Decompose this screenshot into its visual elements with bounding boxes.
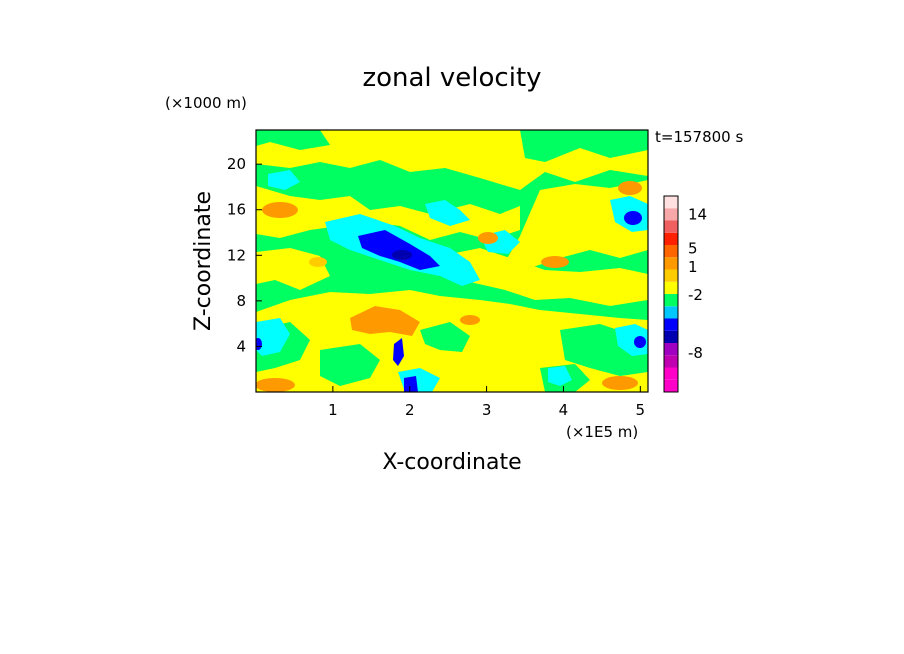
x-axis-ticks: 1 2 3 4 5 — [328, 386, 645, 419]
colorbar: 14 51 -2 -8 — [663, 195, 707, 393]
region-orange-right-upper — [618, 181, 642, 195]
region-cyan-bottom-right — [548, 366, 572, 386]
region-orange-right-mid — [541, 256, 569, 268]
region-darkblue-core — [392, 250, 412, 260]
region-green-lower-center — [420, 322, 470, 352]
region-orange-bottom-right — [602, 376, 638, 390]
region-orange-center-upper — [478, 232, 498, 244]
region-blue-right-lower — [634, 336, 646, 348]
colorbar-tick-label: 14 — [688, 205, 707, 223]
colorbar-swatch — [664, 196, 678, 209]
colorbar-swatch — [664, 208, 678, 221]
colorbar-tick-label: 5 — [688, 240, 698, 258]
region-orange-bottom-left — [256, 378, 295, 392]
region-top-right-green — [520, 130, 648, 162]
region-yellow-left-lower — [256, 248, 330, 290]
region-cyan-right-lower — [615, 324, 648, 356]
colorbar-swatch — [664, 245, 678, 258]
region-orange-left — [262, 202, 298, 218]
y-tick-label: 16 — [227, 201, 246, 219]
region-blue-streak — [393, 338, 404, 366]
colorbar-swatch — [664, 294, 678, 307]
colorbar-swatch — [664, 367, 678, 380]
y-tick-label: 4 — [236, 337, 246, 355]
colorbar-swatch — [664, 318, 678, 331]
colorbar-tick-label: -8 — [688, 344, 703, 362]
colorbar-swatch — [664, 355, 678, 368]
y-axis-ticks: 4 8 12 16 20 — [227, 155, 262, 355]
region-blue-core — [358, 230, 440, 270]
colorbar-swatch — [664, 330, 678, 343]
region-orange-left-lower — [309, 257, 327, 267]
x-axis-label: X-coordinate — [382, 450, 521, 475]
x-tick-label: 3 — [482, 401, 492, 419]
colorbar-swatch — [664, 281, 678, 294]
region-green-bottom-left — [320, 344, 380, 386]
region-orange-center-lower — [460, 315, 480, 325]
x-tick-label: 1 — [328, 401, 338, 419]
y-axis-label: Z-coordinate — [191, 191, 216, 331]
region-blue-right — [624, 211, 642, 225]
colorbar-tick-label: 1 — [688, 258, 698, 276]
region-orange-lower-main — [350, 306, 420, 336]
x-tick-label: 5 — [636, 401, 646, 419]
y-unit-label: (×1000 m) — [165, 94, 247, 112]
colorbar-tick-label: -2 — [688, 286, 703, 304]
x-tick-label: 2 — [405, 401, 415, 419]
colorbar-frame — [663, 195, 679, 393]
region-cyan-upper-left — [268, 170, 300, 190]
colorbar-swatch — [664, 343, 678, 356]
region-blue-left-lower — [256, 338, 262, 350]
colorbar-swatch — [664, 379, 678, 392]
x-tick-label: 4 — [559, 401, 569, 419]
region-blue-bottom — [404, 376, 418, 392]
colorbar-swatch — [664, 220, 678, 233]
colorbar-swatch — [664, 232, 678, 245]
colorbar-swatch — [664, 306, 678, 319]
chart-title: zonal velocity — [362, 63, 541, 93]
colorbar-swatch — [664, 269, 678, 282]
colorbar-swatch — [664, 257, 678, 270]
y-tick-label: 8 — [236, 292, 246, 310]
region-top-left-green — [256, 130, 330, 150]
region-yellow-center — [440, 248, 648, 306]
region-cyan-lower-left — [256, 318, 290, 356]
time-label: t=157800 s — [655, 128, 743, 146]
y-tick-label: 20 — [227, 155, 246, 173]
contour-field — [256, 130, 648, 392]
plot-frame — [255, 129, 649, 393]
x-unit-label: (×1E5 m) — [566, 423, 638, 441]
y-tick-label: 12 — [227, 246, 246, 264]
region-yellow-left-mid — [256, 186, 520, 240]
region-cyan-upper-center — [425, 200, 470, 226]
